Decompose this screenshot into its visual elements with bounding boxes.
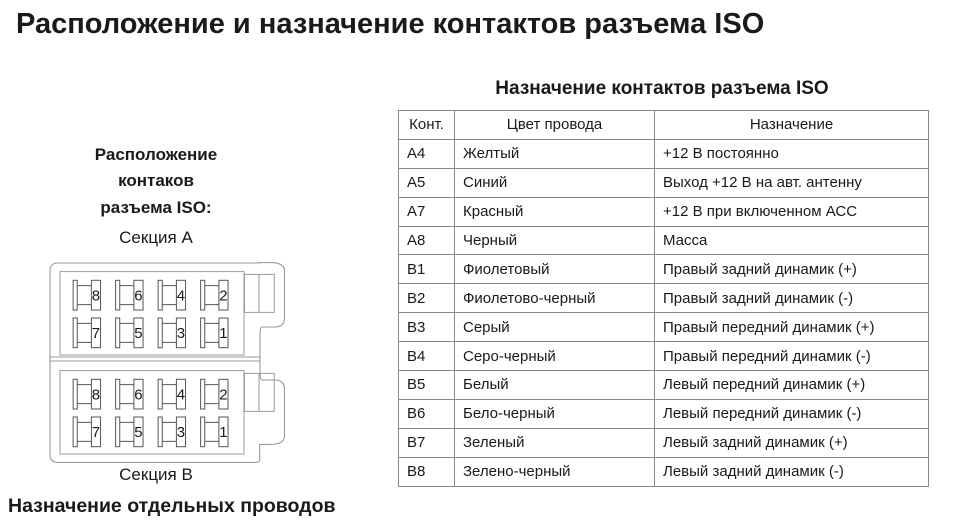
svg-text:8: 8: [92, 287, 100, 304]
svg-text:1: 1: [219, 424, 227, 441]
svg-text:5: 5: [134, 424, 142, 441]
svg-text:3: 3: [177, 424, 185, 441]
svg-text:6: 6: [134, 386, 142, 403]
svg-text:4: 4: [177, 386, 185, 403]
svg-text:3: 3: [177, 325, 185, 342]
svg-text:6: 6: [134, 287, 142, 304]
svg-text:1: 1: [219, 325, 227, 342]
svg-text:5: 5: [134, 325, 142, 342]
svg-text:7: 7: [92, 325, 100, 342]
svg-text:7: 7: [92, 424, 100, 441]
svg-text:2: 2: [219, 287, 227, 304]
svg-text:8: 8: [92, 386, 100, 403]
svg-text:4: 4: [177, 287, 185, 304]
svg-text:2: 2: [219, 386, 227, 403]
